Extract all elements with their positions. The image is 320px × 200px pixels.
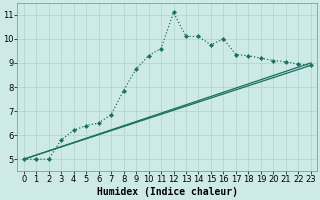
X-axis label: Humidex (Indice chaleur): Humidex (Indice chaleur) [97,187,238,197]
